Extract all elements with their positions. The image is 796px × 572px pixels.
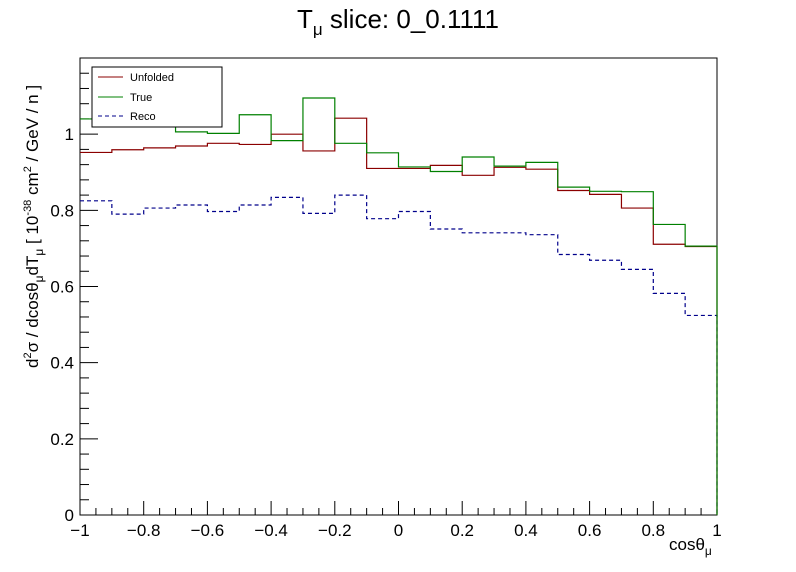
y-tick-label: 0.6 — [50, 278, 74, 297]
x-axis-title-sub: μ — [705, 544, 712, 558]
legend-label-true: True — [130, 92, 152, 104]
y-axis: 0 0.2 0.4 0.6 0.8 1 — [50, 57, 98, 525]
x-tick-label: 1 — [712, 521, 721, 540]
x-tick-label: −0.2 — [318, 521, 352, 540]
y-tick-label: 0.8 — [50, 201, 74, 220]
series-unfolded-line — [80, 117, 718, 515]
y-title-p2: 2 — [22, 352, 34, 358]
chart-title: Tμ slice: 0_0.1111 — [297, 4, 499, 39]
y-tick-label: 1 — [65, 125, 74, 144]
y-title-p11: / GeV / n ] — [23, 85, 42, 166]
y-title-p6: μ — [32, 249, 46, 256]
x-axis-title-main: cosθ — [669, 535, 705, 554]
legend: Unfolded True Reco — [91, 66, 223, 128]
series-reco-line — [80, 194, 718, 515]
x-tick-label: 0.6 — [578, 521, 602, 540]
series-layer — [80, 97, 718, 515]
y-title-p10: 2 — [22, 166, 34, 172]
chart-title-main: T — [297, 4, 313, 34]
x-tick-label: 0.4 — [514, 521, 538, 540]
y-title-p4: μ — [32, 275, 46, 282]
y-title-p1: d — [23, 359, 42, 368]
y-title-p9: cm — [23, 172, 42, 199]
y-title-p5: dT — [23, 256, 42, 276]
y-axis-title: d2σ / dcosθμdTμ [ 10-38 cm2 / GeV / n ] — [22, 85, 46, 368]
x-tick-label: −0.6 — [191, 521, 225, 540]
legend-label-unfolded: Unfolded — [130, 72, 174, 84]
y-tick-label: 0 — [65, 506, 74, 525]
y-tick-label: 0.4 — [50, 354, 74, 373]
x-tick-label: 0.8 — [641, 521, 665, 540]
chart-title-sub: μ — [313, 20, 323, 39]
x-tick-label: −0.8 — [127, 521, 161, 540]
x-tick-label: −1 — [70, 521, 89, 540]
y-tick-label: 0.2 — [50, 430, 74, 449]
x-tick-label: 0.2 — [450, 521, 474, 540]
x-axis-title: cosθμ — [669, 535, 712, 558]
series-true-line — [80, 97, 718, 515]
y-title-p7: [ 10 — [23, 216, 42, 249]
y-title-p3: σ / dcosθ — [23, 282, 42, 352]
x-tick-label: −0.4 — [254, 521, 288, 540]
chart-title-rest: slice: 0_0.1111 — [323, 4, 499, 34]
y-title-p8: -38 — [22, 200, 34, 216]
x-tick-label: 0 — [394, 521, 403, 540]
x-axis: −1 −0.8 −0.6 −0.4 −0.2 0 0.2 0.4 0.6 0.8 1 — [70, 501, 722, 540]
legend-label-reco: Reco — [130, 111, 156, 123]
